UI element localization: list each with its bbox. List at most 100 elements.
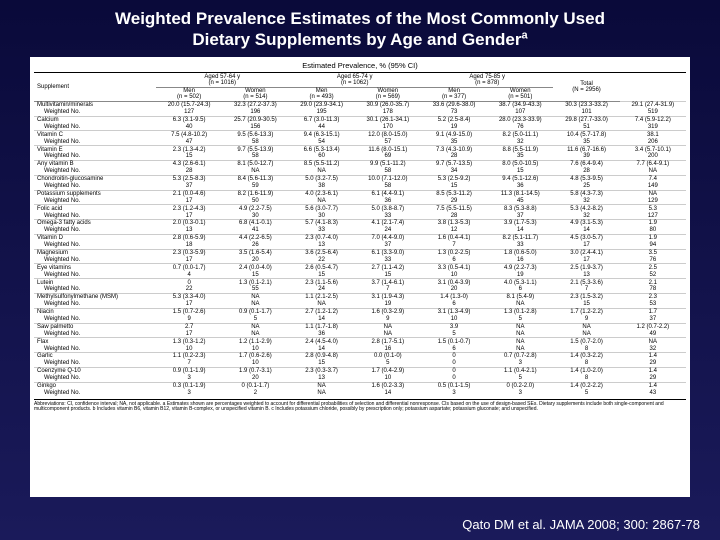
supplement-name: Ginkgo bbox=[34, 382, 156, 389]
value-cell: 6.8 (4.1-0.1) bbox=[222, 220, 288, 227]
supplement-name: Flax bbox=[34, 338, 156, 345]
weighted-cell: 178 bbox=[355, 109, 421, 116]
supplement-name: Niacin bbox=[34, 308, 156, 315]
value-cell: NA bbox=[222, 323, 288, 330]
weighted-cell: 127 bbox=[156, 109, 222, 116]
citation: Qato DM et al. JAMA 2008; 300: 2867-78 bbox=[462, 517, 700, 532]
weighted-cell: 36 bbox=[487, 183, 553, 190]
weighted-cell: 16 bbox=[355, 345, 421, 352]
weighted-cell: 3 bbox=[487, 360, 553, 367]
table-row: Folic acid2.3 (1.2-4.3)4.9 (2.2-7.5)5.6 … bbox=[34, 205, 686, 212]
supplement-name: Magnesium bbox=[34, 249, 156, 256]
weighted-cell: 50 bbox=[222, 197, 288, 204]
value-cell: 7.6 (6.4-9.4) bbox=[553, 161, 619, 168]
weighted-cell: 0 bbox=[421, 375, 487, 382]
supplement-name: Garlic bbox=[34, 353, 156, 360]
value-cell: 3.3 (0.5-4.1) bbox=[421, 264, 487, 271]
weighted-cell: 6 bbox=[487, 286, 553, 293]
value-cell: 8.5 (5.3-11.2) bbox=[421, 190, 487, 197]
weighted-cell: 37 bbox=[620, 316, 686, 323]
value-cell: 3.1 (1.9-4.3) bbox=[355, 294, 421, 301]
value-cell: 1.5 (0.7-2.6) bbox=[156, 308, 222, 315]
table-caption: Estimated Prevalence, % (95% CI) bbox=[34, 61, 686, 73]
table-row: Weighted No.4015644170197651319 bbox=[34, 124, 686, 131]
value-cell: 8.2 (5.1-11.7) bbox=[487, 234, 553, 241]
weighted-cell: 35 bbox=[421, 138, 487, 145]
weighted-cell: 24 bbox=[355, 227, 421, 234]
weighted-cell: 32 bbox=[553, 212, 619, 219]
weighted-label: Weighted No. bbox=[34, 109, 156, 116]
value-cell: 5.3 (3.3-4.0) bbox=[156, 294, 222, 301]
value-cell: 1.1 (1.7-1.8) bbox=[288, 323, 354, 330]
value-cell: 0.3 (0.1-1.9) bbox=[156, 382, 222, 389]
weighted-cell: 17 bbox=[156, 212, 222, 219]
weighted-cell: 24 bbox=[288, 286, 354, 293]
table-row: Methylsulfonylmethane (MSM)5.3 (3.3-4.0)… bbox=[34, 294, 686, 301]
supplement-name: Omega-3 fatty acids bbox=[34, 220, 156, 227]
value-cell: 4.1 (2.1-7.4) bbox=[355, 220, 421, 227]
weighted-cell: 37 bbox=[156, 183, 222, 190]
value-cell: NA bbox=[620, 338, 686, 345]
value-cell: 1.4 (0.3-2.2) bbox=[553, 353, 619, 360]
value-cell: 4.5 (3.0-5.7) bbox=[553, 234, 619, 241]
value-cell: 2.3 (1.2-4.3) bbox=[156, 205, 222, 212]
value-cell: 5.8 (4.3-7.3) bbox=[553, 190, 619, 197]
table-row: Weighted No.101014166NA832 bbox=[34, 345, 686, 352]
weighted-cell: NA bbox=[288, 390, 354, 397]
weighted-cell: 17 bbox=[156, 257, 222, 264]
weighted-cell: 58 bbox=[355, 168, 421, 175]
weighted-cell: 58 bbox=[222, 153, 288, 160]
value-cell: 8.2 (1.6-11.9) bbox=[222, 190, 288, 197]
weighted-cell: 7 bbox=[553, 286, 619, 293]
weighted-cell: 36 bbox=[355, 197, 421, 204]
weighted-cell: 35 bbox=[553, 138, 619, 145]
weighted-cell: 10 bbox=[421, 316, 487, 323]
value-cell: 1.3 (0.2-2.5) bbox=[421, 249, 487, 256]
value-cell: 7.3 (4.3-10.9) bbox=[421, 146, 487, 153]
table-row: Vitamin D2.8 (0.6-5.9)4.4 (2.2-6.5)2.3 (… bbox=[34, 234, 686, 241]
value-cell: 1.4 (0.2-2.2) bbox=[553, 382, 619, 389]
sex-col-1: Women(n = 514) bbox=[222, 87, 288, 101]
weighted-cell: 26 bbox=[222, 242, 288, 249]
value-cell: 7.4 (5.9-12.2) bbox=[620, 116, 686, 123]
weighted-cell: 7 bbox=[156, 360, 222, 367]
sex-col-3: Women(n = 569) bbox=[355, 87, 421, 101]
value-cell: 1.5 (0.1-0.7) bbox=[421, 338, 487, 345]
weighted-cell: 14 bbox=[355, 390, 421, 397]
weighted-cell: 9 bbox=[355, 316, 421, 323]
weighted-cell: NA bbox=[355, 330, 421, 337]
value-cell: 1.5 (0.7-2.0) bbox=[553, 338, 619, 345]
value-cell: 0.7 (0.7-2.8) bbox=[487, 353, 553, 360]
weighted-cell: 28 bbox=[421, 153, 487, 160]
weighted-label: Weighted No. bbox=[34, 390, 156, 397]
supplement-name: Folic acid bbox=[34, 205, 156, 212]
value-cell: 7.5 (4.8-10.2) bbox=[156, 131, 222, 138]
value-cell: 11.6 (6.7-16.6) bbox=[553, 146, 619, 153]
weighted-cell: 34 bbox=[421, 168, 487, 175]
value-cell: 7.0 (4.4-9.0) bbox=[355, 234, 421, 241]
value-cell: 4.0 (5.3-1.1) bbox=[487, 279, 553, 286]
table-row: Chondroitin-glucosamine5.3 (2.5-8.3)8.4 … bbox=[34, 175, 686, 182]
weighted-cell: 19 bbox=[355, 301, 421, 308]
weighted-cell: 17 bbox=[553, 242, 619, 249]
weighted-cell: 2 bbox=[222, 390, 288, 397]
weighted-cell: 33 bbox=[355, 257, 421, 264]
prevalence-table: SupplementAged 57-64 y(n = 1016)Aged 65-… bbox=[34, 74, 686, 397]
weighted-cell: 37 bbox=[355, 242, 421, 249]
value-cell: 4.3 (2.6-6.1) bbox=[156, 161, 222, 168]
sex-col-5: Women(n = 501) bbox=[487, 87, 553, 101]
value-cell: 2.4 (0.0-4.0) bbox=[222, 264, 288, 271]
table-row: Weighted No.15586069283539200 bbox=[34, 153, 686, 160]
value-cell: 3.9 (1.7-5.3) bbox=[487, 220, 553, 227]
value-cell: 1.3 (0.1-2.8) bbox=[487, 308, 553, 315]
weighted-cell: 156 bbox=[222, 124, 288, 131]
value-cell: 9.7 (5.7-13.5) bbox=[421, 161, 487, 168]
weighted-cell: 78 bbox=[620, 286, 686, 293]
value-cell: 3.7 (1.4-6.1) bbox=[355, 279, 421, 286]
weighted-cell: 5 bbox=[222, 316, 288, 323]
supplement-name: Vitamin D bbox=[34, 234, 156, 241]
value-cell: 32.3 (27.2-37.3) bbox=[222, 101, 288, 108]
weighted-cell: 51 bbox=[553, 124, 619, 131]
table-row: Omega-3 fatty acids2.0 (0.3-0.1)6.8 (4.1… bbox=[34, 220, 686, 227]
value-cell: 1.6 (0.3-2.9) bbox=[355, 308, 421, 315]
